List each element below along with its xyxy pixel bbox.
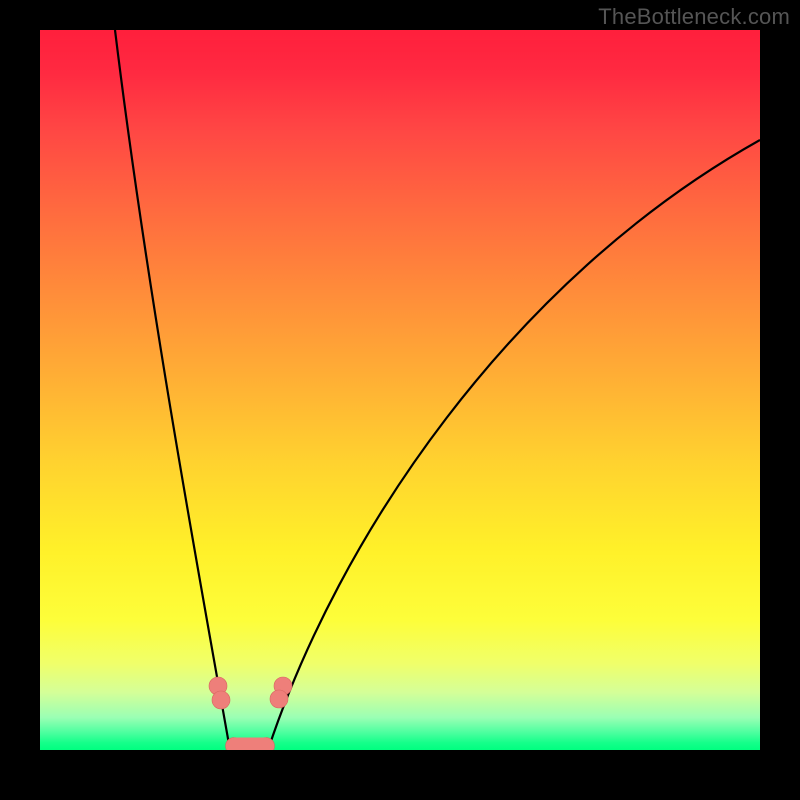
chart-plot-area — [40, 30, 760, 750]
marker-dot — [212, 691, 230, 709]
marker-dot — [270, 690, 288, 708]
chart-background — [40, 30, 760, 750]
watermark-text: TheBottleneck.com — [598, 4, 790, 30]
bottleneck-chart-svg — [40, 30, 760, 750]
marker-capsule-body — [234, 738, 266, 751]
